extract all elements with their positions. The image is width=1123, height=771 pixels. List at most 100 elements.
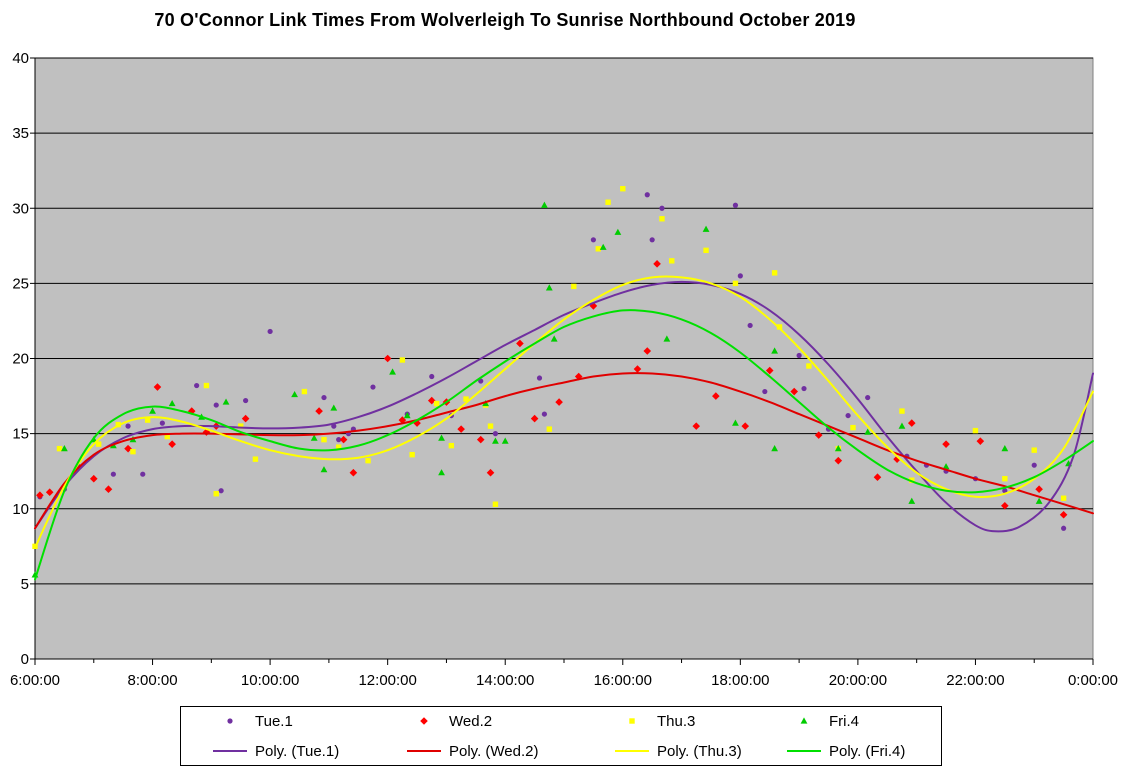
- data-point: [653, 260, 661, 268]
- x-tick-label: 18:00:00: [711, 672, 769, 689]
- data-point: [712, 392, 720, 400]
- x-tick-label: 10:00:00: [241, 672, 299, 689]
- data-point: [702, 225, 710, 232]
- data-point: [796, 352, 802, 359]
- data-point: [1061, 525, 1067, 531]
- x-tick-label: 16:00:00: [594, 672, 652, 689]
- data-point: [771, 270, 778, 276]
- data-point: [243, 397, 249, 404]
- legend-label: Thu.3: [657, 712, 696, 730]
- data-point: [976, 437, 985, 445]
- data-point: [942, 440, 950, 448]
- legend-marker: [800, 717, 808, 724]
- data-point: [399, 357, 406, 363]
- legend-line-swatch: [213, 750, 247, 752]
- data-point: [187, 407, 196, 415]
- y-tick-label: 25: [12, 275, 29, 292]
- data-point: [747, 322, 753, 329]
- data-point: [644, 192, 650, 198]
- trendlines: [34, 275, 1094, 581]
- data-point: [45, 488, 54, 497]
- data-point: [478, 378, 484, 384]
- data-point: [595, 246, 601, 252]
- legend-label: Fri.4: [829, 712, 859, 730]
- data-point: [110, 471, 116, 477]
- data-point: [429, 373, 435, 380]
- data-point: [218, 488, 224, 494]
- data-point: [130, 448, 136, 455]
- data-point: [330, 404, 338, 411]
- data-point: [492, 501, 499, 507]
- data-point: [907, 419, 916, 427]
- data-point: [433, 400, 440, 407]
- data-point: [620, 186, 626, 192]
- data-point: [649, 237, 655, 243]
- data-point: [633, 365, 642, 373]
- data-point: [349, 468, 358, 477]
- data-point: [89, 474, 98, 483]
- data-point: [814, 431, 823, 439]
- y-tick-label: 5: [21, 576, 29, 593]
- data-point: [692, 422, 701, 430]
- data-point: [153, 383, 162, 391]
- legend-item-tue: Tue.1: [211, 709, 293, 733]
- data-point: [448, 442, 455, 449]
- legend-marker: [420, 717, 428, 725]
- data-point: [659, 205, 665, 211]
- data-point: [203, 382, 210, 389]
- data-point: [213, 491, 219, 497]
- data-point: [765, 366, 774, 375]
- data-point: [850, 424, 856, 431]
- data-point: [536, 375, 543, 381]
- data-point: [790, 387, 799, 396]
- data-point: [238, 423, 244, 429]
- data-point: [762, 388, 768, 395]
- data-point: [159, 420, 165, 426]
- y-tick-label: 20: [12, 351, 29, 368]
- data-point: [403, 411, 411, 419]
- legend-item-poly-wed: Poly. (Wed.2): [405, 739, 538, 763]
- legend-label: Poly. (Wed.2): [449, 742, 539, 760]
- data-point: [614, 228, 622, 235]
- data-point: [589, 302, 598, 310]
- legend-item-fri: Fri.4: [785, 709, 859, 733]
- legend: Tue.1 Wed.2 Thu.3 Fri.4 Poly. (Tue.1) Poly. (…: [180, 706, 942, 766]
- data-point: [703, 247, 709, 254]
- data-point: [36, 491, 44, 500]
- legend-label: Poly. (Tue.1): [255, 742, 340, 760]
- data-point: [972, 427, 979, 434]
- gridlines: [35, 57, 1093, 585]
- y-tick-label: 35: [12, 125, 29, 142]
- data-point: [168, 399, 176, 407]
- data-point: [104, 485, 113, 494]
- legend-line-swatch: [787, 750, 821, 752]
- data-point: [541, 411, 548, 417]
- x-tick-label: 20:00:00: [829, 672, 887, 689]
- data-point: [1001, 501, 1009, 510]
- legend-marker-diamond-icon: [420, 717, 428, 725]
- data-point: [413, 419, 421, 427]
- data-point: [164, 433, 170, 440]
- data-point: [370, 384, 376, 390]
- axes: [30, 57, 1094, 665]
- data-point: [267, 328, 273, 335]
- data-point: [339, 435, 348, 444]
- x-tick-label: 8:00:00: [128, 672, 178, 689]
- series-wed-2: [36, 260, 1068, 519]
- x-tick-label: 0:00:00: [1068, 672, 1118, 689]
- data-point: [864, 428, 872, 435]
- data-point: [125, 423, 131, 429]
- data-point: [865, 394, 871, 401]
- legend-marker-square-icon: [629, 718, 635, 724]
- data-point: [574, 372, 583, 381]
- data-point: [213, 402, 219, 408]
- legend-label: Wed.2: [449, 712, 493, 730]
- y-tick-label: 30: [12, 200, 29, 217]
- data-point: [95, 441, 102, 447]
- data-point: [486, 468, 495, 477]
- data-point: [291, 390, 299, 398]
- data-point: [463, 396, 469, 402]
- data-point: [149, 407, 156, 414]
- data-point: [438, 469, 445, 476]
- data-point: [732, 280, 739, 287]
